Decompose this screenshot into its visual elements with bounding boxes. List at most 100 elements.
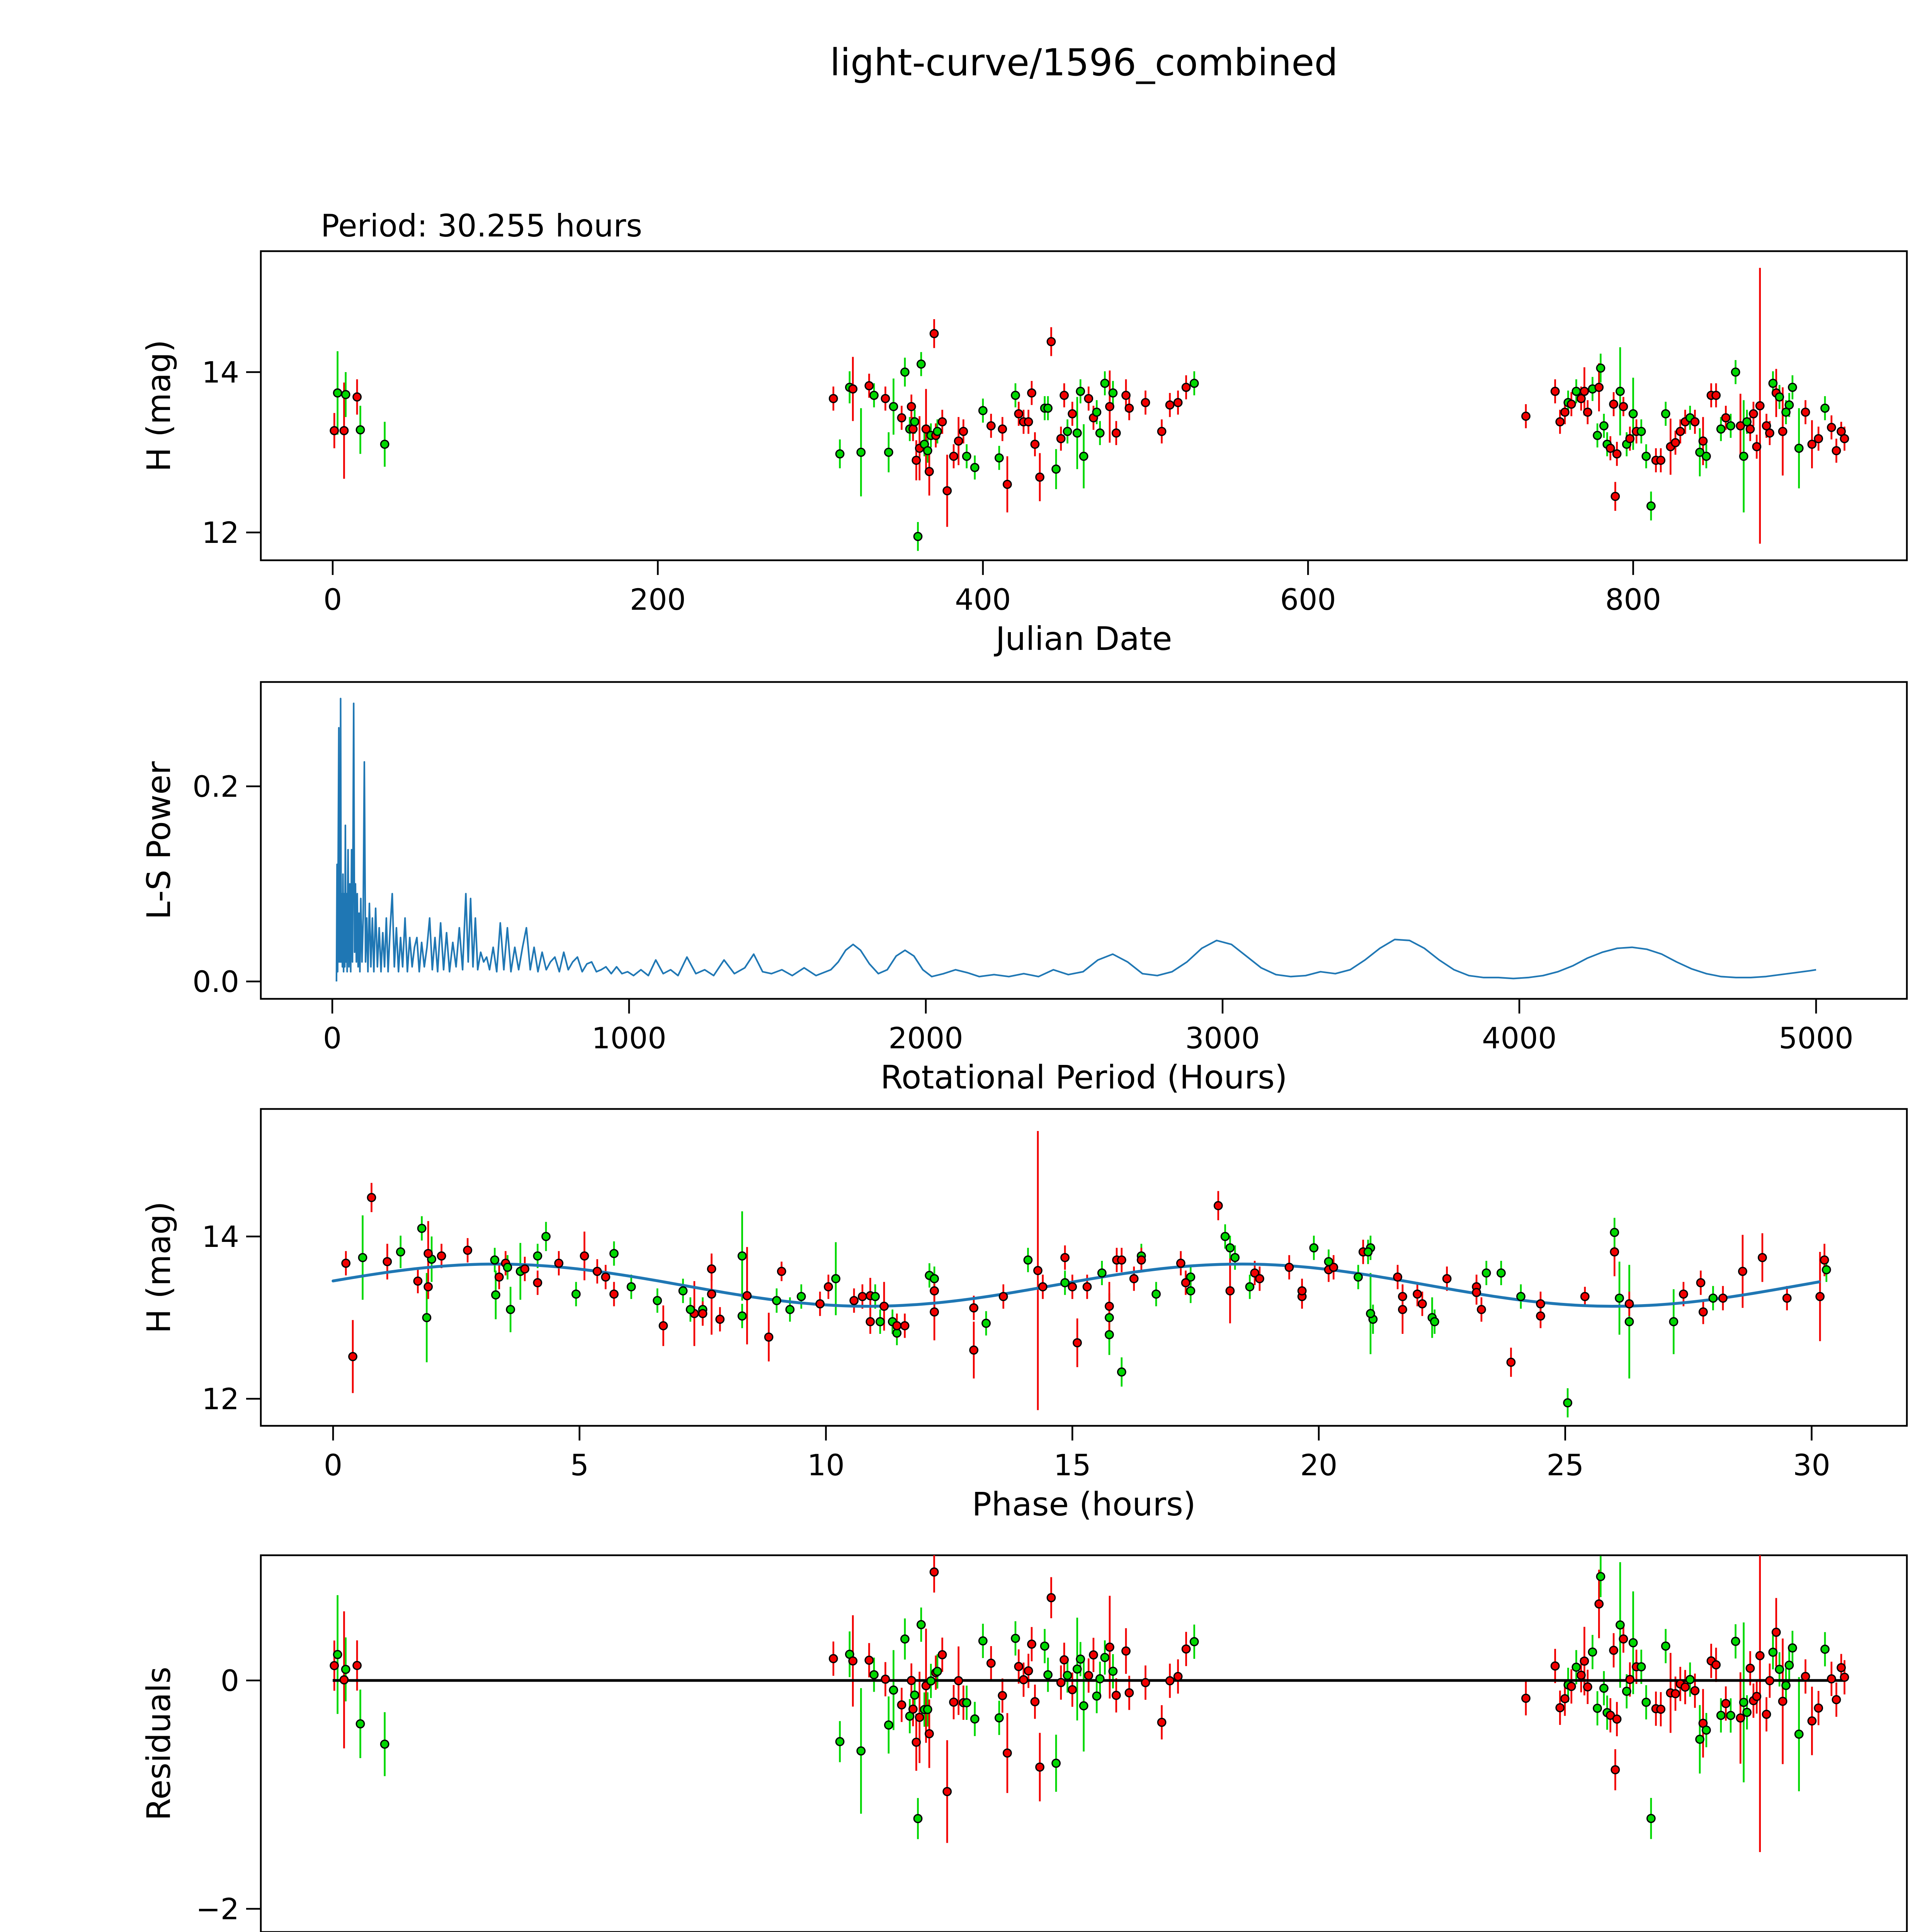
green-data-point [417, 1224, 427, 1233]
x-tick-label: 200 [630, 582, 686, 617]
green-data-point [737, 1311, 747, 1321]
green-data-point [355, 425, 365, 435]
x-tick-label: 20 [1300, 1448, 1338, 1482]
green-data-point [1230, 1253, 1240, 1262]
red-data-point [777, 1267, 786, 1276]
red-data-point [1837, 427, 1846, 436]
red-data-point [1417, 1299, 1427, 1309]
y-tick-label: 14 [202, 1219, 239, 1254]
red-data-point [1611, 492, 1620, 501]
red-data-point [1679, 1289, 1688, 1299]
green-data-point [1011, 391, 1020, 400]
red-data-point [1329, 1262, 1338, 1272]
red-data-point [1560, 1694, 1570, 1704]
red-data-point [1555, 1703, 1565, 1713]
green-data-point [1060, 1278, 1070, 1287]
green-data-point [1117, 1367, 1126, 1377]
figure-title: light-curve/1596_combined [830, 41, 1338, 84]
red-data-point [1413, 1289, 1422, 1299]
red-data-point [383, 1257, 392, 1267]
red-data-point [1035, 472, 1044, 482]
red-data-point [1003, 1748, 1012, 1758]
red-data-point [1840, 434, 1849, 444]
red-data-point [881, 394, 890, 403]
green-data-point [1072, 1664, 1082, 1674]
red-data-point [1656, 456, 1666, 465]
red-data-point [1084, 394, 1094, 403]
red-data-point [1610, 1247, 1619, 1257]
y-axis-label: L-S Power [140, 761, 178, 920]
red-data-point [707, 1289, 716, 1299]
red-data-point [658, 1321, 668, 1330]
red-data-point [969, 1303, 979, 1313]
red-data-point [1027, 388, 1036, 398]
red-data-point [921, 424, 931, 434]
red-data-point [1721, 1699, 1731, 1708]
green-data-point [1726, 421, 1735, 430]
red-data-point [1225, 1286, 1235, 1296]
red-data-point [1121, 1646, 1131, 1656]
green-data-point [1079, 1701, 1088, 1711]
green-data-point [1063, 1671, 1072, 1680]
green-data-point [1661, 409, 1670, 418]
red-data-point [1176, 1259, 1185, 1268]
red-data-point [1801, 1672, 1810, 1681]
green-data-point [1092, 1691, 1102, 1701]
red-data-point [1755, 1651, 1765, 1660]
red-data-point [1521, 412, 1531, 421]
green-data-point [772, 1296, 781, 1305]
green-data-point [491, 1290, 500, 1300]
x-axis-label: Phase (hours) [972, 1485, 1196, 1523]
plot-frame [260, 1108, 1908, 1427]
x-tick-label: 5000 [1779, 1021, 1853, 1055]
red-data-point [1736, 421, 1745, 430]
green-data-point [1225, 1243, 1235, 1253]
green-data-point [1105, 1330, 1114, 1340]
y-tick-label: 12 [202, 515, 239, 550]
red-data-point [998, 1691, 1007, 1701]
red-data-point [908, 1704, 918, 1714]
x-axis-label: Julian Date [994, 620, 1172, 658]
red-data-point [1612, 1714, 1622, 1724]
y-tick-label: 0 [221, 1663, 239, 1698]
green-data-point [796, 1292, 806, 1301]
green-data-point [1768, 1648, 1778, 1657]
green-data-point [913, 532, 923, 541]
red-data-point [1762, 421, 1771, 430]
green-data-point [1787, 383, 1797, 392]
red-data-point [1625, 434, 1635, 444]
red-data-point [1814, 434, 1823, 444]
red-data-point [1690, 1686, 1700, 1696]
red-data-point [879, 1301, 889, 1311]
red-data-point [1550, 386, 1560, 396]
red-data-point [1030, 439, 1040, 449]
data-points [341, 1193, 1831, 1408]
red-data-point [986, 1658, 996, 1668]
red-data-point [1815, 1292, 1825, 1301]
red-data-point [1680, 1682, 1690, 1692]
green-data-point [994, 453, 1004, 463]
green-data-point [1151, 1289, 1161, 1299]
green-data-point [923, 446, 932, 456]
red-data-point [908, 424, 918, 434]
green-data-point [1616, 386, 1625, 396]
green-data-point [1588, 1647, 1597, 1657]
red-data-point [864, 1655, 874, 1665]
green-data-point [1794, 1730, 1804, 1739]
green-data-point [333, 1650, 342, 1659]
green-data-point [1596, 363, 1605, 373]
y-axis-label: Residuals [140, 1667, 178, 1821]
red-data-point [897, 1700, 906, 1710]
green-data-point [1820, 403, 1830, 413]
red-data-point [1837, 1663, 1846, 1672]
green-data-point [609, 1249, 619, 1259]
green-data-point [1599, 421, 1609, 430]
red-data-point [1749, 409, 1758, 418]
red-data-point [925, 1729, 934, 1738]
green-data-point [1571, 1662, 1581, 1672]
red-data-point [1398, 1292, 1407, 1301]
red-data-point [1111, 428, 1121, 438]
green-data-point [678, 1286, 688, 1296]
red-data-point [1536, 1311, 1545, 1321]
red-data-point [463, 1245, 473, 1255]
